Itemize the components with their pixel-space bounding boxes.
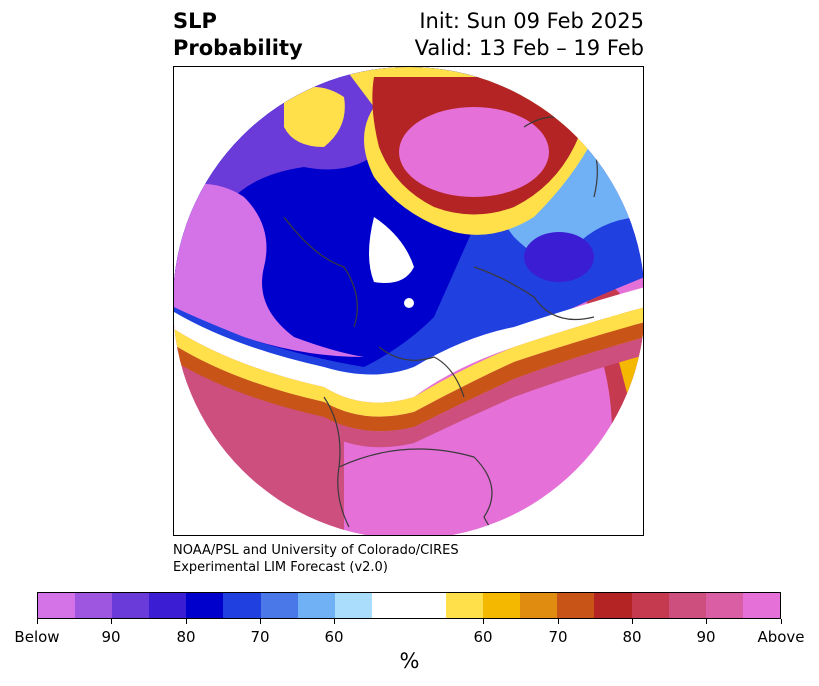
valid-range: Valid: 13 Feb – 19 Feb [414,36,644,60]
probability-field [174,67,643,535]
colorbar-swatch [557,593,595,618]
colorbar-tick [632,619,633,624]
colorbar-swatch [520,593,558,618]
map-title: SLP Probability [173,8,303,62]
forecast-dates: Init: Sun 09 Feb 2025 Valid: 13 Feb – 19… [415,8,644,62]
title-line-variable: SLP [173,9,217,33]
colorbar-tick [558,619,559,624]
above-north-core [399,107,549,197]
tick-label: 60 [324,628,344,646]
neutral-band-south [174,287,643,403]
tick-label: 80 [176,628,196,646]
neutral-arctic-patch [369,217,414,283]
colorbar-swatch [223,593,261,618]
credit-line-1: NOAA/PSL and University of Colorado/CIRE… [173,543,459,558]
colorbar-swatch [38,593,76,618]
polar-map [173,66,644,536]
colorbar-swatch [408,593,447,618]
colorbar-tick [260,619,261,624]
credit-line-2: Experimental LIM Forecast (v2.0) [173,560,388,575]
above-rose-band [174,337,643,448]
tick-label: 70 [250,628,270,646]
tick-label: 60 [473,628,493,646]
tick-label: 70 [548,628,568,646]
data-credit: NOAA/PSL and University of Colorado/CIRE… [173,542,459,576]
colorbar-swatch [668,593,706,618]
colorbar-tick [111,619,112,624]
tick-label: Above [757,628,805,646]
tick-label: 90 [696,628,716,646]
colorbar-tick [186,619,187,624]
colorbar-tick-labels: Below 90 80 70 60 60 70 80 90 Above [0,628,819,648]
colorbar-unit: % [399,649,420,673]
colorbar-swatch [260,593,298,618]
init-date: Init: Sun 09 Feb 2025 [419,9,644,33]
tick-label: 80 [622,628,642,646]
colorbar-swatch [334,593,372,618]
colorbar-swatch [297,593,335,618]
colorbar-tick [334,619,335,624]
colorbar-tick [706,619,707,624]
colorbar-swatch [631,593,669,618]
colorbar-swatch [446,593,484,618]
colorbar [37,592,781,619]
colorbar-swatch [483,593,521,618]
colorbar-swatch [75,593,113,618]
colorbar-tick [781,619,782,624]
title-line-type: Probability [173,36,303,60]
colorbar-tick [37,619,38,624]
above-yellow-band [174,307,643,417]
colorbar-swatch [705,593,743,618]
tick-label: Below [14,628,60,646]
colorbar-swatch [742,593,780,618]
above-orange-band [174,322,643,432]
north-pole-marker [404,298,414,308]
colorbar-swatch [149,593,187,618]
colorbar-swatch [371,593,409,618]
below-europe-core [524,232,594,282]
colorbar-swatch [112,593,150,618]
colorbar-tick [483,619,484,624]
colorbar-swatch [186,593,224,618]
below-strong-pacific [174,183,364,357]
tick-label: 90 [101,628,121,646]
colorbar-swatch [594,593,632,618]
above-alaska-patch [284,87,345,147]
